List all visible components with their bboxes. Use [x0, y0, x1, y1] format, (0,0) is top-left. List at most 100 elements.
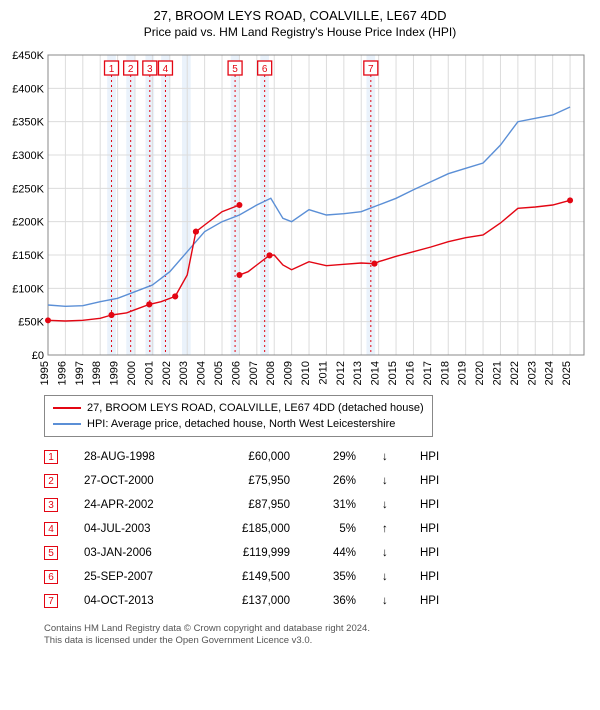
sale-date: 28-AUG-1998 [84, 451, 184, 463]
legend: 27, BROOM LEYS ROAD, COALVILLE, LE67 4DD… [44, 395, 433, 437]
sale-date: 24-APR-2002 [84, 499, 184, 511]
sale-price: £185,000 [210, 523, 290, 535]
svg-text:2010: 2010 [300, 361, 312, 385]
svg-text:2009: 2009 [283, 361, 295, 385]
legend-label-hpi: HPI: Average price, detached house, Nort… [87, 416, 395, 432]
sale-marker: 1 [44, 450, 58, 464]
svg-text:2016: 2016 [404, 361, 416, 385]
svg-text:£100K: £100K [12, 283, 44, 295]
sale-price: £75,950 [210, 475, 290, 487]
svg-text:2025: 2025 [561, 361, 573, 385]
legend-row-property: 27, BROOM LEYS ROAD, COALVILLE, LE67 4DD… [53, 400, 424, 416]
sale-hpi-label: HPI [420, 451, 439, 463]
sale-row: 324-APR-2002£87,95031%↓HPI [44, 493, 592, 517]
legend-swatch-hpi [53, 423, 81, 425]
sale-date: 25-SEP-2007 [84, 571, 184, 583]
svg-text:2022: 2022 [509, 361, 521, 385]
sale-hpi-label: HPI [420, 595, 439, 607]
svg-text:1: 1 [109, 64, 115, 75]
legend-label-property: 27, BROOM LEYS ROAD, COALVILLE, LE67 4DD… [87, 400, 424, 416]
sale-price: £60,000 [210, 451, 290, 463]
sale-marker: 6 [44, 570, 58, 584]
legend-row-hpi: HPI: Average price, detached house, Nort… [53, 416, 424, 432]
sale-price: £87,950 [210, 499, 290, 511]
sale-hpi-label: HPI [420, 547, 439, 559]
svg-text:6: 6 [262, 64, 268, 75]
svg-text:2005: 2005 [213, 361, 225, 385]
sale-date: 04-JUL-2003 [84, 523, 184, 535]
svg-text:£0: £0 [32, 350, 44, 362]
svg-text:2011: 2011 [317, 361, 329, 385]
svg-text:£350K: £350K [12, 117, 44, 129]
svg-text:2021: 2021 [491, 361, 503, 385]
svg-text:2012: 2012 [335, 361, 347, 385]
svg-text:2024: 2024 [544, 361, 556, 385]
svg-text:2014: 2014 [370, 361, 382, 385]
svg-text:7: 7 [368, 64, 374, 75]
svg-text:2007: 2007 [248, 361, 260, 385]
sale-price: £137,000 [210, 595, 290, 607]
sale-pct: 5% [316, 523, 356, 535]
sales-table: 128-AUG-1998£60,00029%↓HPI227-OCT-2000£7… [44, 445, 592, 613]
svg-text:1997: 1997 [74, 361, 86, 385]
sale-arrow-icon: ↑ [382, 523, 394, 535]
sale-row: 7 04-OCT-2013 £137,000 36% ↓ HPI [44, 589, 592, 613]
svg-text:£50K: £50K [18, 317, 44, 329]
sale-marker: 2 [44, 474, 58, 488]
svg-text:2: 2 [128, 64, 134, 75]
footer-line2: This data is licensed under the Open Gov… [44, 635, 592, 647]
sale-row: 128-AUG-1998£60,00029%↓HPI [44, 445, 592, 469]
svg-text:£300K: £300K [12, 150, 44, 162]
svg-text:2018: 2018 [439, 361, 451, 385]
chart-title: 27, BROOM LEYS ROAD, COALVILLE, LE67 4DD [8, 8, 592, 23]
sale-row: 6 25-SEP-2007 £149,500 35% ↓ HPI [44, 565, 592, 589]
sale-date: 04-OCT-2013 [84, 595, 184, 607]
svg-text:2006: 2006 [230, 361, 242, 385]
sale-date: 03-JAN-2006 [84, 547, 184, 559]
sale-arrow-icon: ↓ [382, 475, 394, 487]
svg-text:£200K: £200K [12, 217, 44, 229]
svg-text:£450K: £450K [12, 50, 44, 62]
sale-row: 404-JUL-2003£185,0005%↑HPI [44, 517, 592, 541]
svg-text:1995: 1995 [39, 361, 51, 385]
sale-hpi-label: HPI [420, 475, 439, 487]
sale-price: £149,500 [210, 571, 290, 583]
svg-text:2023: 2023 [526, 361, 538, 385]
svg-text:2001: 2001 [143, 361, 155, 385]
sale-marker: 4 [44, 522, 58, 536]
sale-arrow-icon: ↓ [382, 451, 394, 463]
svg-text:£150K: £150K [12, 250, 44, 262]
sale-pct: 26% [316, 475, 356, 487]
sale-hpi-label: HPI [420, 499, 439, 511]
svg-text:1996: 1996 [56, 361, 68, 385]
svg-text:2004: 2004 [196, 361, 208, 385]
sale-row: 503-JAN-2006£119,99944%↓HPI [44, 541, 592, 565]
svg-text:2019: 2019 [457, 361, 469, 385]
sale-pct: 35% [316, 571, 356, 583]
svg-text:£250K: £250K [12, 183, 44, 195]
svg-text:2002: 2002 [161, 361, 173, 385]
sale-row: 2 27-OCT-2000 £75,950 26% ↓ HPI [44, 469, 592, 493]
svg-text:1999: 1999 [109, 361, 121, 385]
svg-text:2020: 2020 [474, 361, 486, 385]
svg-text:2008: 2008 [265, 361, 277, 385]
svg-text:1998: 1998 [91, 361, 103, 385]
sale-pct: 36% [316, 595, 356, 607]
svg-text:2017: 2017 [422, 361, 434, 385]
footer-line1: Contains HM Land Registry data © Crown c… [44, 623, 592, 635]
sale-arrow-icon: ↓ [382, 571, 394, 583]
sale-hpi-label: HPI [420, 571, 439, 583]
sale-pct: 31% [316, 499, 356, 511]
sale-date: 27-OCT-2000 [84, 475, 184, 487]
footer: Contains HM Land Registry data © Crown c… [44, 623, 592, 648]
svg-text:2013: 2013 [352, 361, 364, 385]
svg-text:2015: 2015 [387, 361, 399, 385]
svg-text:5: 5 [232, 64, 238, 75]
legend-swatch-property [53, 407, 81, 409]
chart: £0£50K£100K£150K£200K£250K£300K£350K£400… [8, 47, 592, 387]
svg-text:2000: 2000 [126, 361, 138, 385]
sale-arrow-icon: ↓ [382, 547, 394, 559]
sale-arrow-icon: ↓ [382, 595, 394, 607]
sale-pct: 44% [316, 547, 356, 559]
sale-marker: 7 [44, 594, 58, 608]
